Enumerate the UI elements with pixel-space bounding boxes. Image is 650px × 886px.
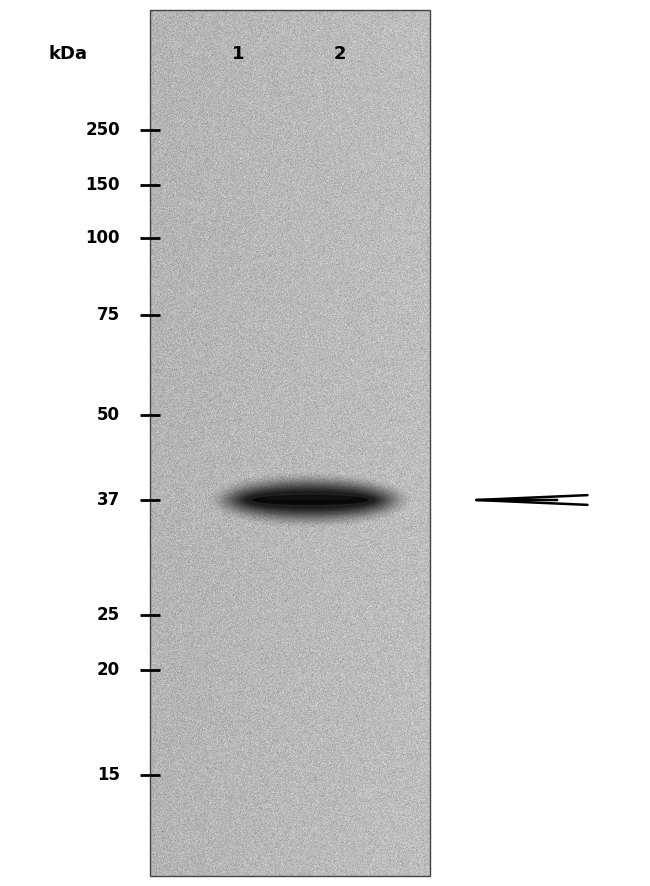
Text: 100: 100 [86, 229, 120, 247]
Ellipse shape [235, 486, 385, 515]
Ellipse shape [242, 490, 378, 510]
Text: 150: 150 [86, 176, 120, 194]
Ellipse shape [211, 473, 409, 526]
Bar [150, 10, 430, 876]
Text: 20: 20 [97, 661, 120, 679]
Ellipse shape [227, 482, 393, 518]
Ellipse shape [240, 488, 380, 512]
Ellipse shape [219, 478, 401, 523]
Text: 50: 50 [97, 406, 120, 424]
Ellipse shape [245, 491, 375, 509]
Ellipse shape [237, 487, 383, 513]
Ellipse shape [252, 495, 369, 505]
Text: 75: 75 [97, 306, 120, 324]
Ellipse shape [229, 483, 391, 517]
Text: 250: 250 [85, 121, 120, 139]
Text: 1: 1 [232, 45, 244, 63]
Text: 15: 15 [97, 766, 120, 784]
Ellipse shape [232, 485, 388, 516]
Ellipse shape [216, 476, 404, 524]
Ellipse shape [265, 495, 356, 500]
Text: 37: 37 [97, 491, 120, 509]
Text: kDa: kDa [49, 45, 88, 63]
Text: 2: 2 [333, 45, 346, 63]
Ellipse shape [224, 480, 396, 520]
Text: 25: 25 [97, 606, 120, 624]
Ellipse shape [214, 475, 406, 525]
Ellipse shape [222, 478, 398, 521]
